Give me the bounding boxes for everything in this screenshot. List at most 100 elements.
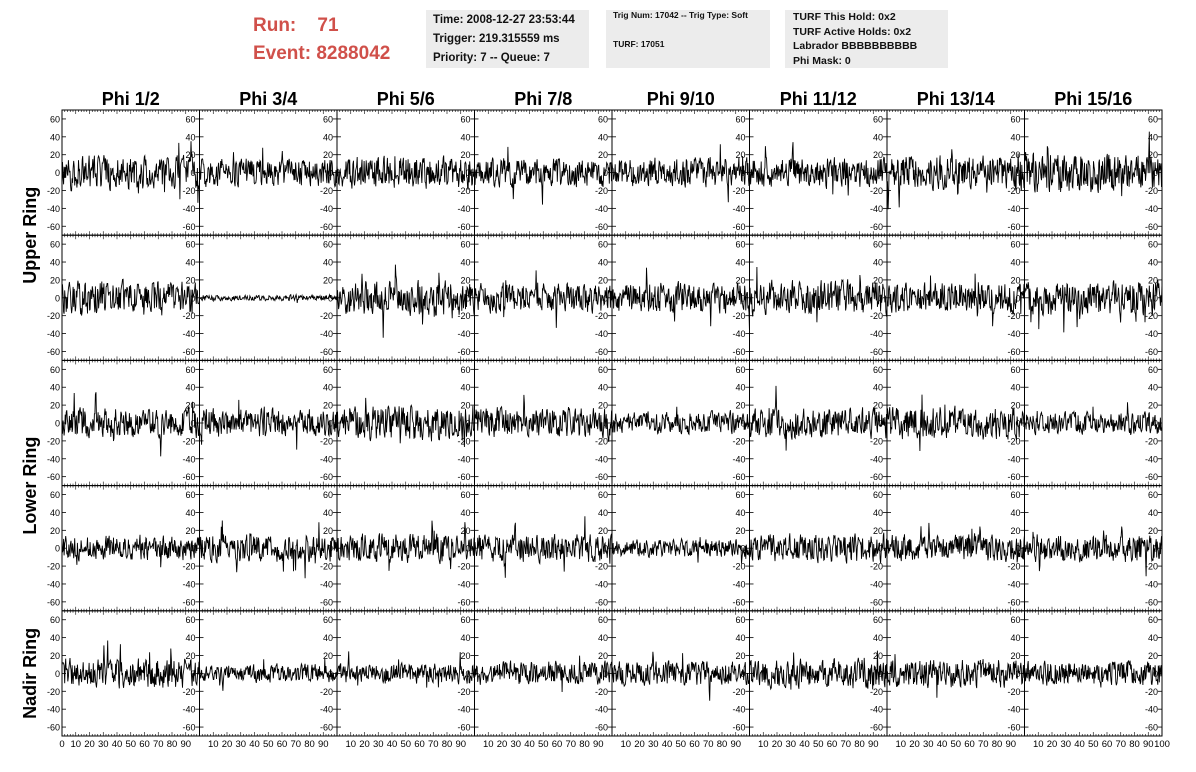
y-tick-label: 40 bbox=[598, 258, 608, 268]
y-tick-label: -20 bbox=[320, 562, 333, 572]
y-tick-label: 60 bbox=[598, 114, 608, 124]
y-tick-label: 20 bbox=[460, 651, 470, 661]
trigger-time-text: Trigger: 219.315559 ms bbox=[433, 33, 560, 45]
y-tick-label: -20 bbox=[1145, 186, 1158, 196]
waveform-trace bbox=[611, 651, 750, 701]
y-tick-label: -60 bbox=[595, 472, 608, 482]
y-tick-label: -40 bbox=[732, 329, 745, 339]
y-tick-label: -40 bbox=[320, 454, 333, 464]
y-tick-label: 60 bbox=[598, 615, 608, 625]
y-tick-label: 20 bbox=[50, 526, 60, 536]
priority-queue-text: Priority: 7 -- Queue: 7 bbox=[433, 52, 550, 64]
waveform-trace bbox=[886, 654, 1025, 698]
y-tick-label: -40 bbox=[595, 579, 608, 589]
ring-label: Lower Ring bbox=[20, 437, 40, 535]
run-value: 71 bbox=[317, 15, 339, 36]
y-tick-label: 60 bbox=[598, 490, 608, 500]
y-tick-label: -60 bbox=[457, 723, 470, 733]
y-tick-label: -40 bbox=[1007, 329, 1020, 339]
y-tick-label: -20 bbox=[47, 436, 60, 446]
y-tick-label: -40 bbox=[47, 579, 60, 589]
waveform-trace bbox=[749, 532, 888, 564]
y-tick-label: -20 bbox=[320, 186, 333, 196]
waveform-trace bbox=[474, 146, 613, 205]
y-tick-label: 40 bbox=[735, 132, 745, 142]
y-tick-label: -60 bbox=[47, 723, 60, 733]
waveform-trace bbox=[1024, 526, 1163, 577]
y-tick-label: -60 bbox=[595, 222, 608, 232]
y-tick-label: -40 bbox=[182, 579, 195, 589]
y-tick-label: -40 bbox=[732, 705, 745, 715]
waveform-trace bbox=[336, 651, 475, 688]
y-tick-label: 20 bbox=[185, 651, 195, 661]
y-tick-label: -60 bbox=[732, 347, 745, 357]
y-tick-label: -40 bbox=[182, 329, 195, 339]
y-tick-label: -20 bbox=[732, 311, 745, 321]
y-tick-label: -60 bbox=[870, 347, 883, 357]
y-tick-label: -20 bbox=[182, 436, 195, 446]
y-tick-label: -20 bbox=[457, 562, 470, 572]
y-tick-label: -60 bbox=[320, 472, 333, 482]
y-tick-label: 20 bbox=[598, 275, 608, 285]
y-tick-label: 60 bbox=[1148, 114, 1158, 124]
y-tick-label: 60 bbox=[735, 365, 745, 375]
y-tick-label: -60 bbox=[47, 347, 60, 357]
y-tick-label: -40 bbox=[320, 705, 333, 715]
run-row: Run: 71 bbox=[253, 12, 390, 40]
y-tick-label: -20 bbox=[1145, 311, 1158, 321]
y-tick-label: 60 bbox=[185, 615, 195, 625]
y-tick-label: 20 bbox=[1148, 275, 1158, 285]
column-title: Phi 3/4 bbox=[239, 89, 297, 109]
y-tick-label: -60 bbox=[457, 472, 470, 482]
event-row: Event: 8288042 bbox=[253, 40, 390, 68]
waveform-grid: Phi 1/2 Phi 3/4 Phi 5/6 Phi 7/8 Phi 9/10 Phi … bbox=[20, 89, 1170, 750]
y-tick-label: 60 bbox=[1148, 365, 1158, 375]
y-tick-label: 0 bbox=[55, 293, 60, 303]
y-tick-label: -40 bbox=[732, 204, 745, 214]
y-tick-label: 60 bbox=[185, 240, 195, 250]
y-tick-label: 40 bbox=[1148, 258, 1158, 268]
y-tick-label: 20 bbox=[598, 150, 608, 160]
waveform-trace bbox=[749, 142, 888, 196]
y-tick-label: -40 bbox=[47, 204, 60, 214]
y-tick-label: -40 bbox=[870, 204, 883, 214]
y-tick-label: -20 bbox=[1007, 311, 1020, 321]
waveform-trace bbox=[1024, 131, 1163, 197]
y-tick-label: -60 bbox=[1007, 472, 1020, 482]
y-tick-label: 20 bbox=[1010, 651, 1020, 661]
y-tick-label: 60 bbox=[50, 615, 60, 625]
y-tick-label: 40 bbox=[873, 508, 883, 518]
y-tick-label: -20 bbox=[1145, 562, 1158, 572]
y-tick-label: -60 bbox=[1007, 222, 1020, 232]
y-tick-label: 0 bbox=[55, 669, 60, 679]
y-tick-label: -60 bbox=[1145, 597, 1158, 607]
y-tick-label: 60 bbox=[185, 365, 195, 375]
waveform-trace bbox=[611, 537, 750, 564]
y-tick-label: 40 bbox=[460, 508, 470, 518]
column-title: Phi 15/16 bbox=[1054, 89, 1132, 109]
y-tick-label: 40 bbox=[873, 383, 883, 393]
y-tick-label: 20 bbox=[735, 150, 745, 160]
y-tick-label: 20 bbox=[323, 401, 333, 411]
y-tick-label: -60 bbox=[320, 347, 333, 357]
y-tick-label: 20 bbox=[598, 401, 608, 411]
y-tick-label: 20 bbox=[50, 275, 60, 285]
y-tick-label: 60 bbox=[735, 615, 745, 625]
y-tick-label: 20 bbox=[735, 651, 745, 661]
y-tick-label: -20 bbox=[47, 562, 60, 572]
turf-num-text: TURF: 17051 bbox=[613, 39, 665, 49]
waveform-trace bbox=[886, 522, 1025, 563]
y-tick-label: -40 bbox=[320, 329, 333, 339]
y-tick-label: 20 bbox=[460, 401, 470, 411]
y-tick-label: 40 bbox=[323, 383, 333, 393]
y-tick-label: 20 bbox=[323, 651, 333, 661]
y-tick-label: -40 bbox=[595, 329, 608, 339]
y-tick-label: 60 bbox=[460, 490, 470, 500]
y-tick-label: 20 bbox=[1010, 526, 1020, 536]
y-tick-label: -60 bbox=[1145, 723, 1158, 733]
y-tick-label: -40 bbox=[732, 579, 745, 589]
waveform-trace bbox=[199, 520, 338, 579]
y-tick-label: 0 bbox=[878, 544, 883, 554]
y-tick-label: 20 bbox=[460, 150, 470, 160]
y-tick-label: -20 bbox=[870, 436, 883, 446]
